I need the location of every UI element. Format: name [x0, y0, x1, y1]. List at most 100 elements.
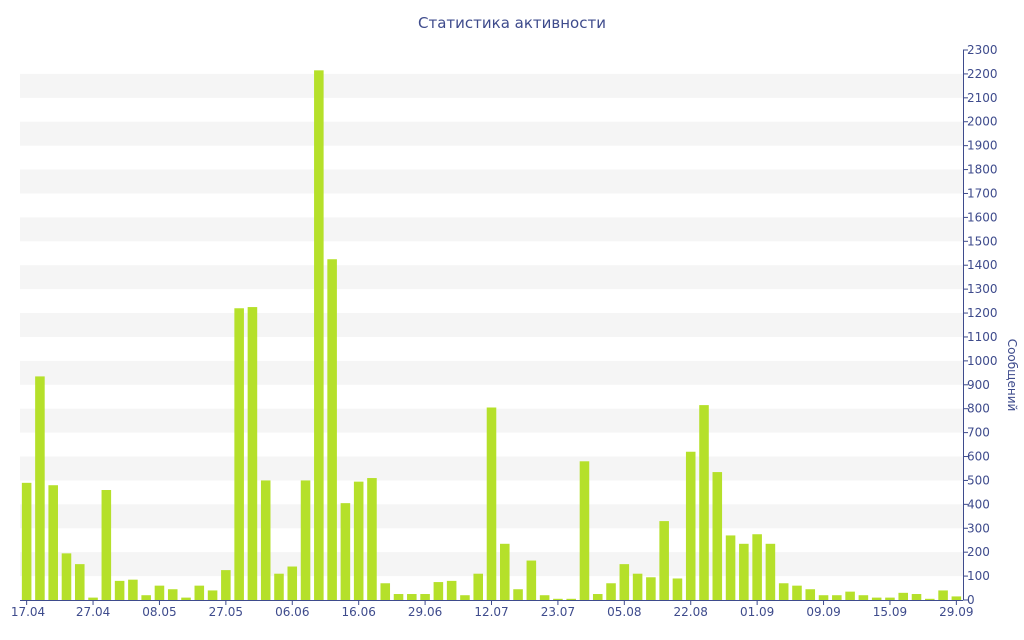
x-tick-label: 08.05	[142, 605, 176, 619]
y-tick-label: 2300	[967, 43, 998, 57]
bar	[393, 594, 404, 600]
bar	[247, 307, 258, 600]
x-tick-label: 29.09	[939, 605, 973, 619]
bar	[805, 589, 816, 600]
grid-band	[20, 121, 963, 146]
bar	[167, 589, 178, 600]
bar	[592, 594, 603, 600]
grid-band	[20, 360, 963, 385]
x-tick-label: 29.06	[408, 605, 442, 619]
y-tick-label: 1900	[967, 139, 998, 153]
bars-group	[21, 70, 962, 600]
bar	[35, 376, 45, 600]
grid-band	[20, 265, 963, 290]
x-tick-label: 09.09	[806, 605, 840, 619]
bar	[685, 451, 696, 600]
y-tick-label: 300	[967, 521, 990, 535]
y-tick-label: 800	[967, 402, 990, 416]
bar	[871, 597, 882, 600]
x-tick-label: 05.08	[607, 605, 641, 619]
bar	[566, 598, 576, 600]
bar	[407, 594, 417, 600]
y-tick-label: 1600	[967, 210, 998, 224]
bar	[845, 591, 855, 600]
bar	[141, 595, 151, 600]
y-tick-label: 1300	[967, 282, 998, 296]
y-tick-label: 1100	[967, 330, 998, 344]
bar	[832, 595, 842, 600]
bar	[340, 503, 351, 600]
x-tick-label: 15.09	[873, 605, 907, 619]
grid-band	[20, 217, 963, 242]
bar	[778, 583, 789, 600]
bar	[101, 490, 112, 600]
bar	[314, 70, 324, 600]
bar	[446, 580, 457, 600]
y-tick-label: 2000	[967, 115, 998, 129]
bar	[367, 478, 377, 600]
bar	[792, 585, 802, 600]
y-tick-label: 100	[967, 569, 990, 583]
y-tick-label: 700	[967, 426, 990, 440]
bar	[659, 521, 669, 600]
x-tick-label: 16.06	[342, 605, 376, 619]
bar	[606, 583, 616, 600]
y-tick-label: 500	[967, 473, 990, 487]
y-tick-label: 2100	[967, 91, 998, 105]
bar	[207, 590, 218, 600]
bar	[300, 480, 311, 600]
bar	[486, 407, 497, 600]
bar	[74, 564, 85, 600]
bar	[951, 596, 962, 600]
x-tick-label: 17.04	[11, 605, 45, 619]
bar	[353, 481, 364, 600]
bar	[553, 598, 563, 600]
grid-band	[20, 73, 963, 98]
y-tick-label: 2200	[967, 67, 998, 81]
bar	[128, 579, 138, 600]
x-tick-label: 12.07	[474, 605, 508, 619]
bar	[327, 259, 337, 600]
y-tick-label: 1400	[967, 258, 998, 272]
bar	[858, 595, 869, 600]
y-tick-label: 600	[967, 450, 990, 464]
x-tick-label: 22.08	[674, 605, 708, 619]
bar	[500, 543, 510, 600]
bar	[712, 472, 723, 600]
y-tick-label: 0	[967, 593, 975, 607]
bar	[752, 534, 762, 600]
bar	[181, 597, 191, 600]
bar	[725, 535, 736, 600]
bar	[818, 595, 829, 600]
y-tick-label: 1500	[967, 234, 998, 248]
bar	[938, 590, 948, 600]
y-axis-ticks: 0 100 200 300 400 500 600 700 800 900 1000 1100 1200…	[963, 43, 998, 607]
bar	[739, 543, 749, 600]
bar	[274, 573, 284, 600]
bar	[526, 560, 537, 600]
bar	[234, 308, 244, 600]
y-tick-label: 1200	[967, 306, 998, 320]
bar	[898, 592, 909, 600]
grid-band	[20, 313, 963, 337]
bar	[221, 570, 231, 600]
bar	[513, 589, 523, 600]
y-tick-label: 1700	[967, 186, 998, 200]
bar	[114, 580, 125, 600]
bar	[61, 553, 72, 600]
x-tick-label: 27.05	[209, 605, 243, 619]
x-tick-label: 06.06	[275, 605, 309, 619]
bar	[420, 594, 430, 600]
bar	[632, 573, 643, 600]
y-tick-label: 400	[967, 497, 990, 511]
x-tick-label: 27.04	[76, 605, 110, 619]
bar	[88, 597, 98, 600]
x-tick-label: 01.09	[740, 605, 774, 619]
bar	[619, 564, 630, 600]
bar	[885, 597, 895, 600]
bar	[699, 405, 709, 600]
x-tick-label: 23.07	[541, 605, 575, 619]
bar	[48, 485, 58, 600]
bar	[579, 461, 590, 600]
